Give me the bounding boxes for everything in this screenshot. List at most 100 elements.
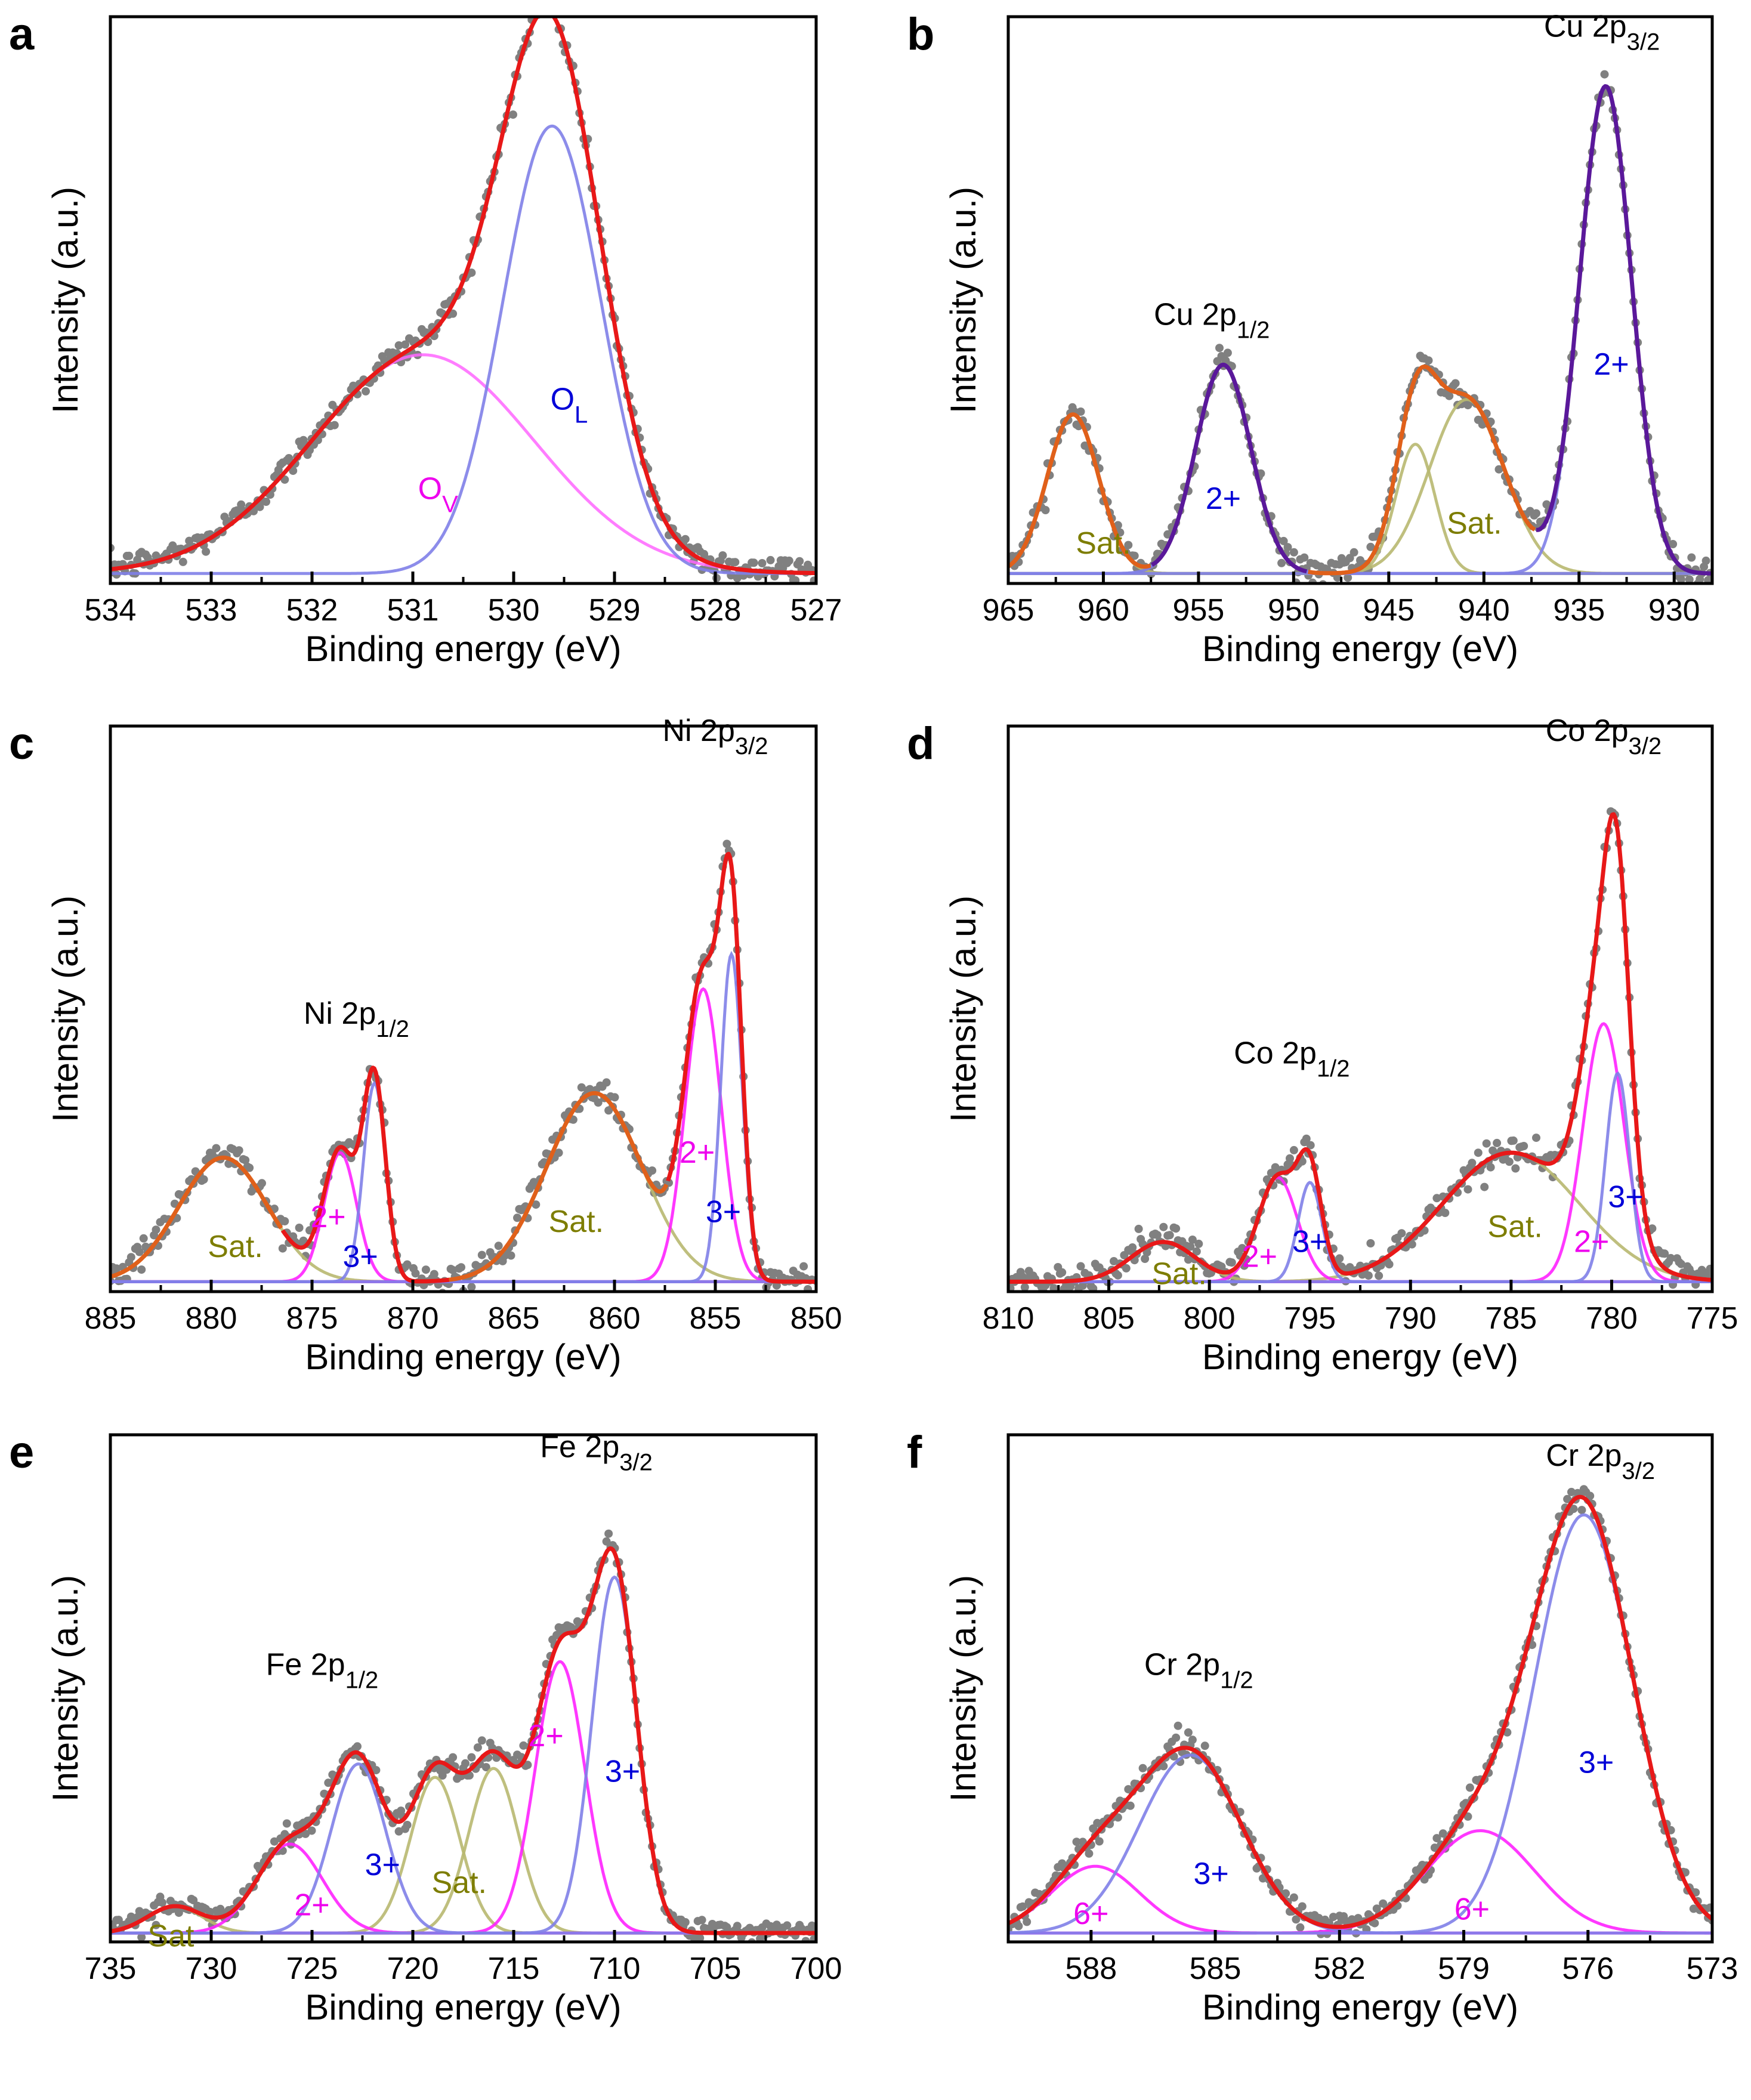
component-3-854_2 <box>110 950 816 1283</box>
x-tick-label: 528 <box>690 593 742 628</box>
data-point <box>430 1270 438 1278</box>
data-point <box>577 1083 586 1092</box>
annotation-label: Sat. <box>1076 526 1131 561</box>
data-point <box>610 1093 619 1102</box>
x-tick-label: 532 <box>286 593 338 628</box>
x-tick-label: 875 <box>286 1301 338 1336</box>
annotation-label: 3+ <box>365 1848 400 1882</box>
data-point <box>519 1741 528 1750</box>
data-point <box>1172 1224 1181 1233</box>
x-axis-title: Binding energy (eV) <box>1202 1337 1518 1377</box>
y-axis-title: Intensity (a.u.) <box>45 1575 85 1802</box>
panel-letter: c <box>9 718 34 769</box>
data-point <box>241 1156 250 1165</box>
data-point <box>1302 1134 1311 1143</box>
annotation-label: Co 2p1/2 <box>1234 1036 1349 1082</box>
annotation-text: Cu 2p <box>1154 298 1237 332</box>
x-tick-label: 573 <box>1687 1951 1738 1986</box>
data-point <box>178 557 187 566</box>
panel-letter: e <box>9 1427 34 1478</box>
data-point <box>1113 521 1122 530</box>
data-point <box>1014 1922 1023 1931</box>
data-point <box>280 1217 289 1225</box>
data-point <box>1223 348 1232 357</box>
annotation-text: Fe 2p <box>266 1648 345 1682</box>
data-point <box>1482 1139 1491 1148</box>
data-point <box>289 467 298 475</box>
annotation-label: 2+ <box>294 1888 329 1922</box>
data-point <box>681 535 690 543</box>
data-point <box>1577 1506 1586 1515</box>
annotation-label: 3+ <box>605 1755 640 1789</box>
data-points-d <box>1008 807 1712 1292</box>
axes-frame-b <box>1006 15 1714 585</box>
annotation-label: Co 2p3/2 <box>1546 714 1662 759</box>
data-point <box>206 1907 214 1916</box>
data-point <box>1445 391 1454 400</box>
data-point <box>1532 509 1540 518</box>
data-point <box>1306 1141 1315 1150</box>
x-tick-label: 860 <box>589 1301 641 1336</box>
data-point <box>1701 556 1710 565</box>
data-point <box>1173 1721 1182 1730</box>
x-axis-title: Binding energy (eV) <box>1202 629 1518 669</box>
annotation-text: 2+ <box>1206 481 1241 516</box>
data-point <box>394 341 403 350</box>
y-axis-title: Intensity (a.u.) <box>943 895 983 1122</box>
annotation-label: 3+ <box>1193 1857 1228 1891</box>
annotation-label: Sat. <box>1447 507 1502 541</box>
data-point <box>1289 548 1298 557</box>
component-3-779_7 <box>1008 1071 1712 1283</box>
data-point <box>795 557 804 566</box>
annotation-text: Sat. <box>208 1230 263 1264</box>
x-tick-label: 588 <box>1065 1951 1117 1986</box>
data-point <box>278 1244 287 1253</box>
data-point <box>1238 1244 1247 1253</box>
x-tick-label: 950 <box>1268 593 1320 628</box>
data-point <box>1286 1154 1294 1163</box>
data-point <box>532 6 540 14</box>
data-point <box>467 268 476 277</box>
data-point <box>1424 356 1433 365</box>
x-tick-label: 855 <box>690 1301 742 1336</box>
annotation-text: 3+ <box>1193 1857 1228 1891</box>
x-tick-label: 576 <box>1562 1951 1614 1986</box>
x-tick-label: 579 <box>1438 1951 1490 1986</box>
x-axis-title: Binding energy (eV) <box>305 1337 621 1377</box>
data-point <box>1172 1733 1181 1742</box>
annotation-text: Ni 2p <box>662 714 734 748</box>
data-point <box>523 1761 532 1769</box>
x-tick-label: 585 <box>1190 1951 1242 1986</box>
data-point <box>307 1826 316 1835</box>
data-point <box>1192 1247 1201 1256</box>
annotation-label: 2+ <box>1593 347 1629 382</box>
data-point <box>1188 1236 1197 1244</box>
axes-frame-a <box>109 15 818 585</box>
annotation-text: 2+ <box>1242 1239 1277 1274</box>
x-tick-label: 534 <box>85 593 137 628</box>
data-point <box>1200 1741 1209 1750</box>
x-tick-label: 780 <box>1586 1301 1638 1336</box>
annotation-label: OL <box>551 382 588 428</box>
y-axis-title: Intensity (a.u.) <box>943 187 983 413</box>
data-point <box>174 1908 183 1917</box>
data-point <box>467 1753 476 1762</box>
data-point <box>1186 1242 1195 1251</box>
data-point <box>722 839 731 848</box>
envelope-fit-e-0 <box>110 1546 816 1935</box>
data-point <box>1227 1258 1236 1267</box>
data-point <box>125 551 134 560</box>
data-point <box>1494 465 1503 474</box>
data-point <box>270 1837 279 1846</box>
panel-letter: f <box>907 1427 922 1478</box>
data-point <box>1023 1917 1032 1926</box>
data-point <box>112 1264 121 1273</box>
annotation-text: Co 2p <box>1234 1036 1317 1070</box>
annotation-text: 2+ <box>1593 347 1629 382</box>
data-point <box>1463 1185 1472 1194</box>
x-tick-label: 940 <box>1458 593 1510 628</box>
data-point <box>1451 379 1460 388</box>
data-point <box>722 1923 731 1932</box>
annotation-label: Cu 2p3/2 <box>1544 9 1660 55</box>
annotation-label: 2+ <box>1242 1239 1277 1274</box>
